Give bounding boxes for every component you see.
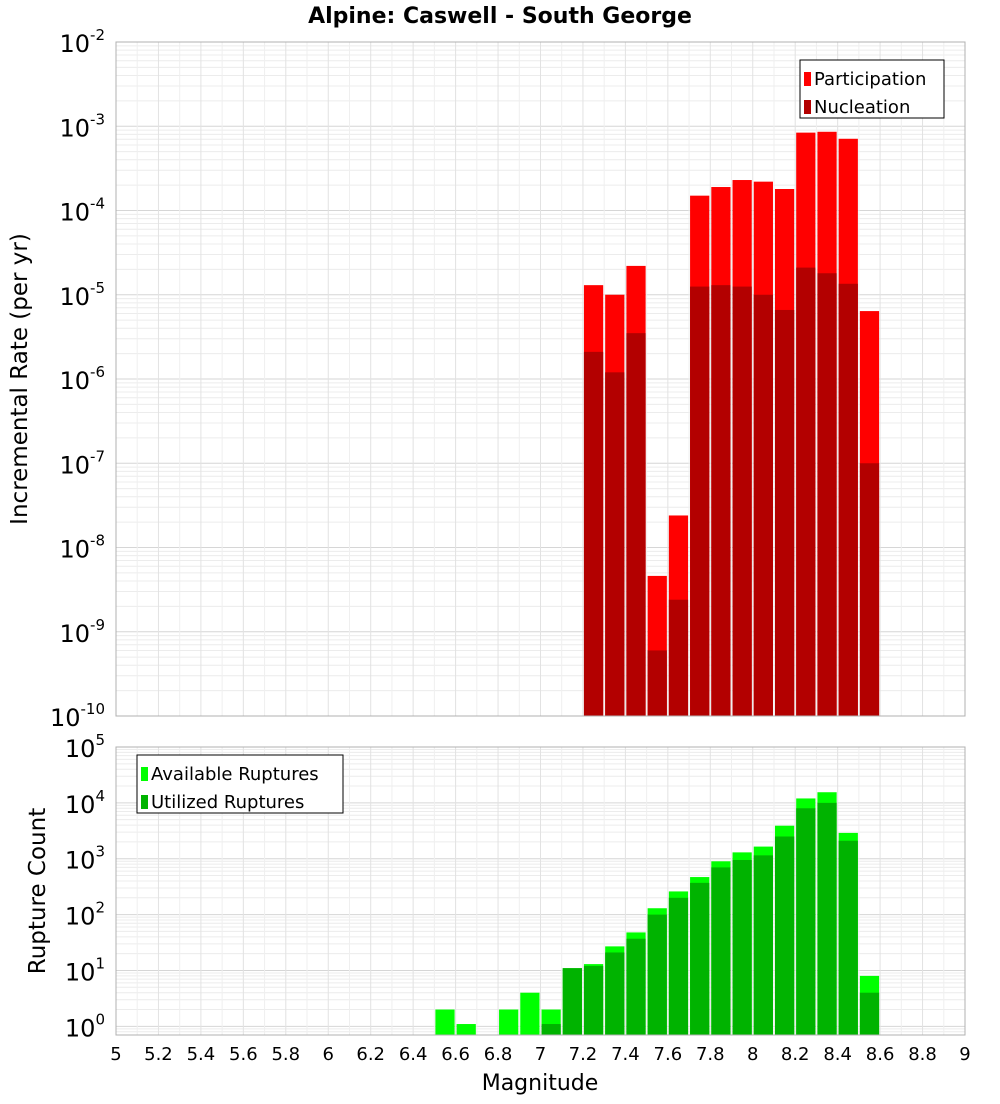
y-tick-label: 10-4 xyxy=(59,195,105,227)
chart-panel-0: 10-10 10-9 10-8 10-7 10-6 10-5 10-4 10-3 10-2 Inc… xyxy=(7,26,966,732)
x-tick-label: 5.4 xyxy=(187,1044,216,1065)
x-tick-label: 8.8 xyxy=(908,1044,937,1065)
bar-nucleation xyxy=(647,650,667,716)
bar-available-ruptures xyxy=(520,992,540,1035)
plot-border xyxy=(115,746,966,1036)
y-ticks: 10-10 10-9 10-8 10-7 10-6 10-5 10-4 10-3 10-2 xyxy=(50,26,105,732)
legend-box xyxy=(799,59,945,119)
x-tick-label: 6.2 xyxy=(356,1044,385,1065)
bar-utilized-ruptures xyxy=(838,840,858,1035)
chart-panel-1: 100 101 102 103 104 105 Rupture Count Available… xyxy=(25,731,966,1042)
x-ticks: 5 5.2 5.4 5.6 5.8 6 6.2 6.4 6.6 6.8 7 7.2 7.4 7.6 7.8 8… xyxy=(110,1044,970,1065)
bars xyxy=(435,792,880,1035)
bar-utilized-ruptures xyxy=(605,952,625,1035)
bar-utilized-ruptures xyxy=(753,855,773,1035)
x-tick-label: 5.2 xyxy=(144,1044,173,1065)
plot-border xyxy=(115,41,966,717)
y-tick-label: 103 xyxy=(65,843,105,875)
bar-utilized-ruptures xyxy=(796,808,816,1035)
x-tick-label: 7.6 xyxy=(654,1044,683,1065)
y-tick-label: 10-8 xyxy=(59,532,105,564)
bar-available-ruptures xyxy=(456,1024,476,1035)
bar-nucleation xyxy=(859,463,880,716)
y-axis-label: Incremental Rate (per yr) xyxy=(7,233,33,525)
legend-swatch xyxy=(141,795,148,809)
x-tick-label: 6.4 xyxy=(399,1044,428,1065)
bar-nucleation xyxy=(668,599,689,716)
y-tick-label: 105 xyxy=(65,731,105,763)
bar-available-ruptures xyxy=(435,1009,455,1035)
x-axis-label: Magnitude xyxy=(482,1071,599,1096)
bar-utilized-ruptures xyxy=(690,882,710,1035)
bar-utilized-ruptures xyxy=(647,914,667,1035)
bar-utilized-ruptures xyxy=(859,992,880,1035)
y-tick-label: 104 xyxy=(65,787,105,819)
y-tick-label: 102 xyxy=(65,899,105,931)
chart-title: Alpine: Caswell - South George xyxy=(308,4,692,29)
y-axis-label: Rupture Count xyxy=(25,808,51,974)
legend-box xyxy=(136,754,344,814)
y-tick-label: 10-2 xyxy=(59,26,105,58)
x-tick-label: 9 xyxy=(959,1044,970,1065)
grid xyxy=(115,42,966,717)
bar-nucleation xyxy=(838,283,858,716)
legend-label: Nucleation xyxy=(814,97,910,118)
bar-nucleation xyxy=(583,351,604,716)
y-tick-label: 10-3 xyxy=(59,110,105,142)
y-tick-label: 10-6 xyxy=(59,363,105,395)
x-tick-label: 5.8 xyxy=(271,1044,300,1065)
bar-utilized-ruptures xyxy=(668,897,689,1035)
bar-utilized-ruptures xyxy=(626,938,646,1035)
y-tick-label: 10-9 xyxy=(59,616,105,648)
x-tick-label: 5 xyxy=(110,1044,121,1065)
x-tick-label: 6 xyxy=(323,1044,334,1065)
x-tick-label: 7.8 xyxy=(696,1044,725,1065)
x-tick-label: 8.6 xyxy=(866,1044,895,1065)
bar-nucleation xyxy=(690,286,710,716)
y-tick-label: 100 xyxy=(65,1010,105,1042)
bar-nucleation xyxy=(626,333,646,716)
bar-nucleation xyxy=(753,294,773,716)
y-tick-label: 101 xyxy=(65,954,105,986)
y-tick-label: 10-7 xyxy=(59,447,105,479)
x-tick-label: 8.2 xyxy=(781,1044,810,1065)
bar-nucleation xyxy=(605,372,625,716)
bar-utilized-ruptures xyxy=(562,968,582,1035)
legend-swatch xyxy=(141,767,148,781)
bar-nucleation xyxy=(774,309,795,716)
bar-nucleation xyxy=(817,273,837,716)
bar-utilized-ruptures xyxy=(817,802,837,1035)
bar-nucleation xyxy=(711,285,731,716)
bar-utilized-ruptures xyxy=(774,836,795,1035)
y-ticks: 100 101 102 103 104 105 xyxy=(65,731,105,1042)
legend-label: Utilized Ruptures xyxy=(151,792,304,813)
x-tick-label: 7.2 xyxy=(569,1044,598,1065)
x-tick-label: 7 xyxy=(535,1044,546,1065)
x-tick-label: 7.4 xyxy=(611,1044,640,1065)
x-tick-label: 8.4 xyxy=(823,1044,852,1065)
y-tick-label: 10-5 xyxy=(59,279,105,311)
x-tick-label: 6.6 xyxy=(441,1044,470,1065)
legend-swatch xyxy=(804,100,811,114)
x-tick-label: 8 xyxy=(747,1044,758,1065)
x-tick-label: 6.8 xyxy=(484,1044,513,1065)
bar-utilized-ruptures xyxy=(583,966,604,1035)
bar-nucleation xyxy=(796,267,816,716)
y-tick-label: 10-10 xyxy=(50,700,105,732)
bar-utilized-ruptures xyxy=(541,1024,561,1035)
legend: Available Ruptures Utilized Ruptures xyxy=(136,754,344,814)
bar-utilized-ruptures xyxy=(711,867,731,1035)
legend-swatch xyxy=(804,72,811,86)
legend-label: Available Ruptures xyxy=(151,764,319,785)
bar-nucleation xyxy=(732,286,752,716)
bar-available-ruptures xyxy=(499,1009,519,1035)
bar-utilized-ruptures xyxy=(732,859,752,1035)
legend: Participation Nucleation xyxy=(799,59,945,119)
legend-label: Participation xyxy=(814,69,926,90)
x-tick-label: 5.6 xyxy=(229,1044,258,1065)
bars xyxy=(583,131,880,717)
